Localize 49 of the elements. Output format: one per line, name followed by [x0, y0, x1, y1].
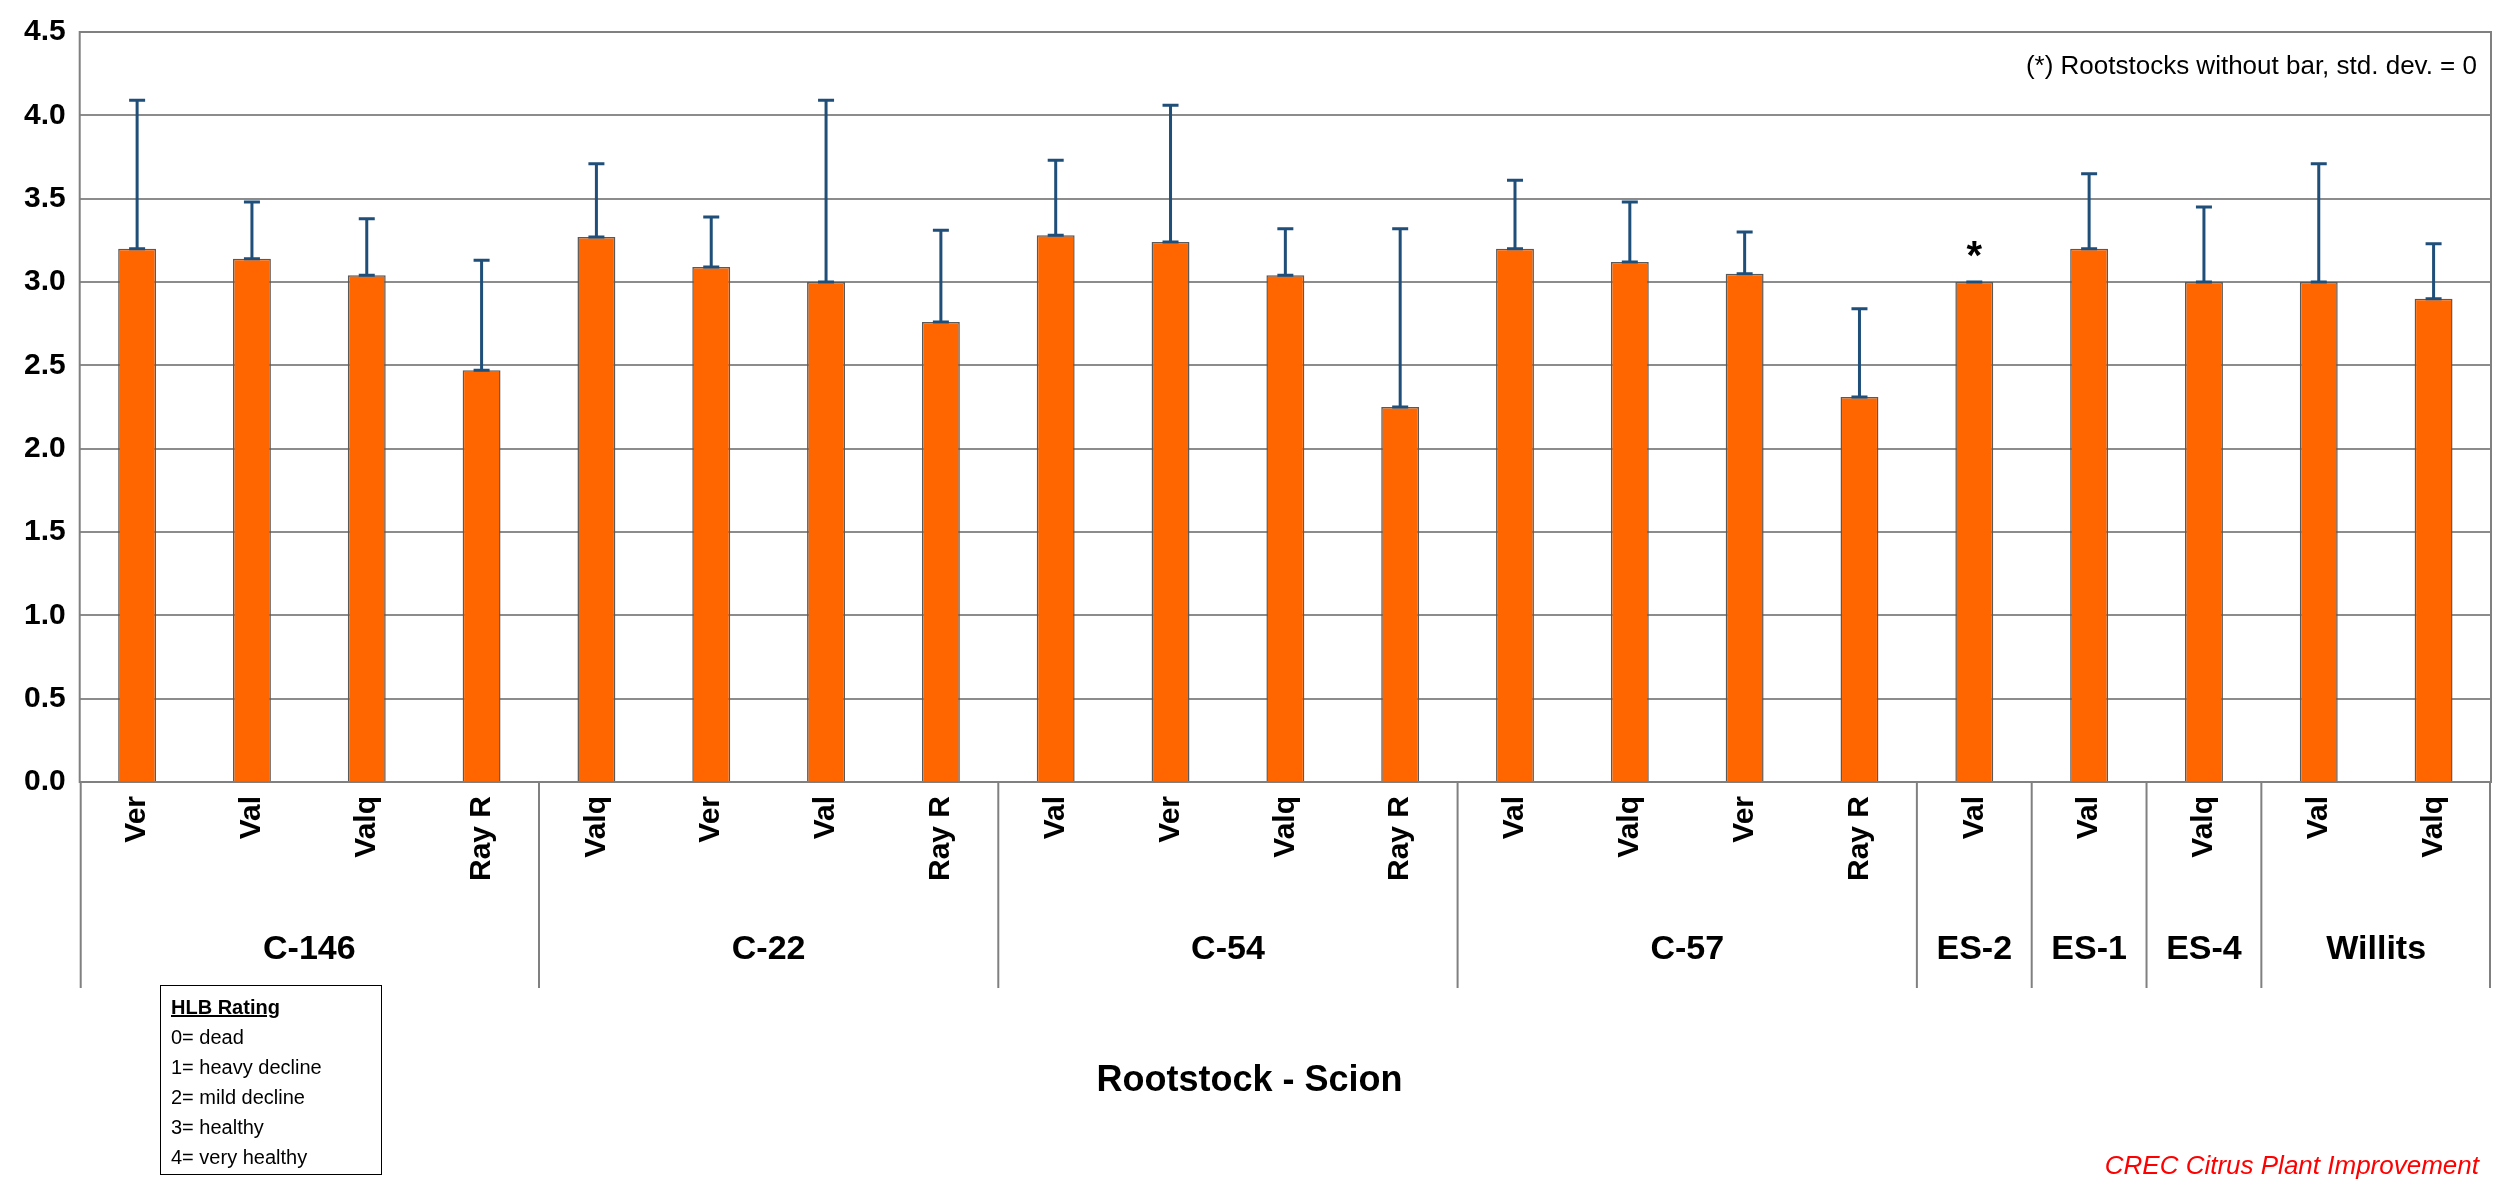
y-tick-label: 4.0 — [23, 96, 66, 130]
x-axis-title: Rootstock - Scion — [1096, 1058, 1403, 1099]
x-tick-label: Valq — [1611, 795, 1645, 858]
y-tick-label: 1.0 — [23, 596, 66, 630]
text: 1= heavy decline — [171, 1055, 323, 1080]
text: 3= healthy — [171, 1115, 265, 1140]
y-tick-label: 2.5 — [23, 346, 66, 380]
annotation: (*) Rootstocks without bar, std. dev. = 0 — [2025, 50, 2477, 81]
x-tick-label: Valq — [2414, 795, 2448, 858]
x-tick-label: Val — [807, 795, 841, 840]
x-tick-label: Val — [1955, 795, 1989, 840]
text: ES-1 — [2051, 927, 2127, 966]
text: C-146 — [263, 927, 356, 966]
text: 4= very healthy — [171, 1145, 309, 1170]
text: C-22 — [731, 927, 806, 966]
y-tick-label: 0.0 — [23, 763, 66, 797]
x-tick-label: Ver — [1151, 795, 1185, 843]
x-tick-label: Val — [1036, 795, 1070, 840]
data-label: * — [1966, 233, 1983, 278]
text: Willits — [2326, 927, 2427, 966]
text: ES-4 — [2166, 927, 2242, 966]
x-tick-label: Ray R — [922, 795, 956, 882]
x-tick-label: Ver — [118, 795, 152, 843]
x-tick-label: Valq — [2185, 795, 2219, 858]
y-tick-label: 4.5 — [23, 13, 66, 47]
x-tick-label: Val — [1496, 795, 1530, 840]
text: CREC Citrus Plant Improvement — [2104, 1150, 2479, 1181]
x-tick-label: Ray R — [462, 795, 496, 882]
y-tick-label: 3.0 — [23, 263, 66, 297]
x-tick-label: Valq — [1266, 795, 1300, 858]
x-tick-label: Ray R — [1381, 795, 1415, 882]
x-tick-label: Val — [2300, 795, 2334, 840]
text: 0= dead — [171, 1025, 245, 1050]
x-tick-label: Val — [233, 795, 267, 840]
x-tick-label: Val — [2070, 795, 2104, 840]
x-tick-label: Valq — [348, 795, 382, 858]
y-tick-label: 1.5 — [23, 513, 66, 547]
text: 2= mild decline — [171, 1085, 306, 1110]
y-tick-label: 2.0 — [23, 429, 66, 463]
text: C-57 — [1650, 927, 1725, 966]
y-tick-label: 3.5 — [23, 179, 66, 213]
text: HLB Rating — [171, 995, 281, 1020]
text: C-54 — [1191, 927, 1265, 966]
x-tick-label: Ver — [1725, 795, 1759, 843]
x-tick-label: Ver — [692, 795, 726, 843]
x-tick-label: Valq — [577, 795, 611, 858]
text: ES-2 — [1936, 927, 2013, 966]
y-tick-label: 0.5 — [23, 679, 66, 713]
x-tick-label: Ray R — [1840, 795, 1874, 882]
